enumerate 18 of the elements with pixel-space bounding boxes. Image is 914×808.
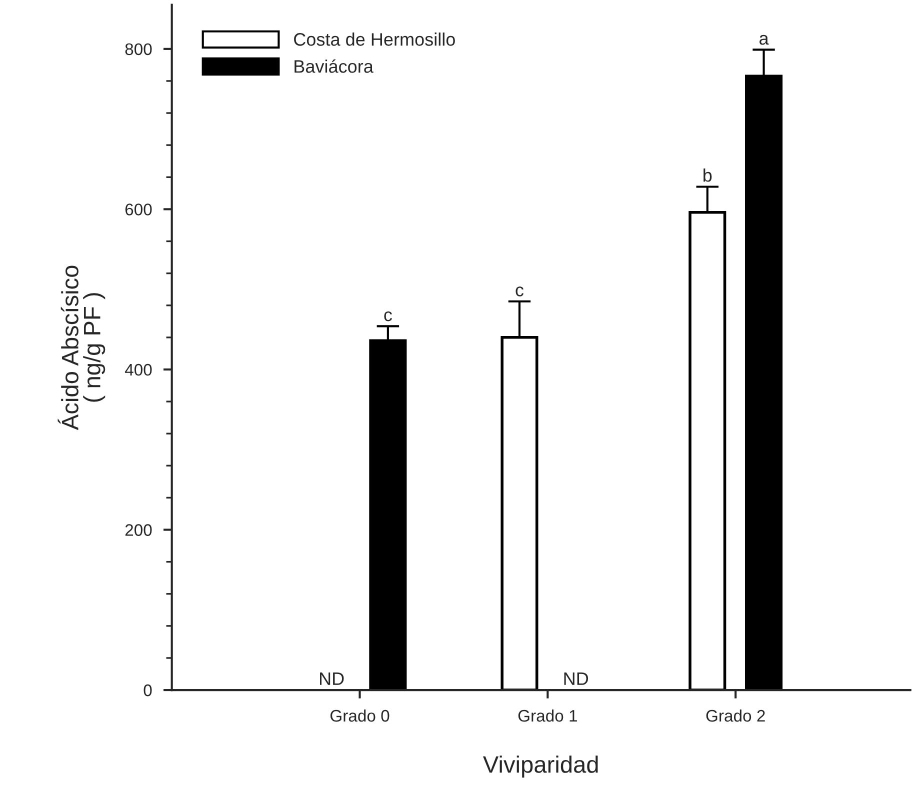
x-axis-title: Viviparidad [482,756,598,778]
data-label: b [704,168,712,182]
y-tick-label: 600 [125,204,152,216]
y-tick-label: 0 [144,684,152,696]
x-tick-label: Grado 0 [330,709,390,722]
text: ND [564,672,588,685]
data-label: c [516,286,524,296]
legend-label: Costa de Hermosillo [294,32,455,46]
x-tick-label: Grado 2 [706,709,765,722]
data-label: a [760,34,769,45]
y-axis-title: Ácido Abscísico ( ng/g PF ) [58,266,106,430]
legend-label: Baviácora [294,59,374,73]
y-tick-label: 800 [125,43,152,56]
data-label: c [384,311,392,322]
y-tick-label: 400 [124,364,152,376]
x-tick-label: Grado 1 [518,709,577,722]
y-tick-label: 200 [125,524,152,536]
text: ND [320,672,344,685]
